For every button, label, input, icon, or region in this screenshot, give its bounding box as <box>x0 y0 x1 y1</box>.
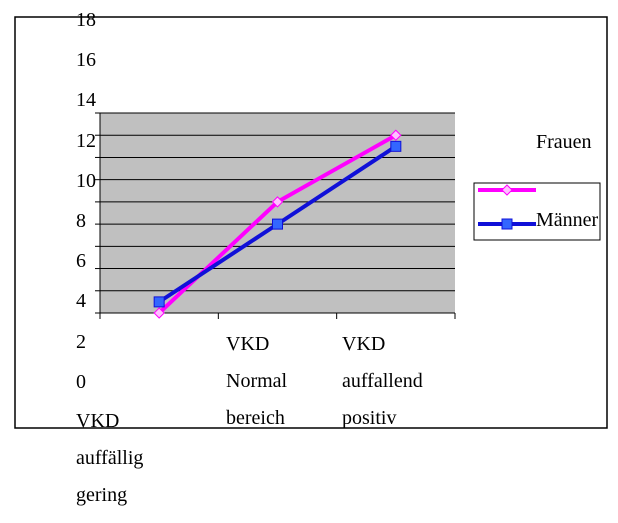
marker <box>272 218 283 230</box>
legend-label: Frauen <box>536 131 592 153</box>
legend-label: Männer <box>536 209 599 231</box>
x-tick-label: VKD Normal bereich <box>226 333 288 429</box>
chart-frame <box>14 16 608 429</box>
y-tick-label: 18 <box>76 9 96 31</box>
y-tick-label: 14 <box>76 89 96 112</box>
y-tick-label: 6 <box>76 250 86 273</box>
marker <box>153 296 165 308</box>
plot-area <box>100 113 455 313</box>
marker <box>153 307 165 319</box>
marker <box>390 140 402 152</box>
y-tick-label: 12 <box>76 129 96 152</box>
y-tick-label: 4 <box>76 290 86 313</box>
y-tick-label: 0 <box>76 370 86 393</box>
marker <box>271 196 284 208</box>
y-tick-label: 10 <box>76 169 96 192</box>
legend-box <box>473 182 601 241</box>
y-tick-label: 8 <box>76 210 86 232</box>
y-tick-label: 2 <box>76 330 86 353</box>
y-tick-label: 16 <box>76 49 96 72</box>
x-tick-label: VKD auffällig gering <box>76 410 144 506</box>
marker <box>390 129 402 141</box>
legend-marker <box>501 218 513 230</box>
x-tick-label: VKD auffallend positiv <box>342 333 423 429</box>
legend-marker <box>501 184 513 196</box>
